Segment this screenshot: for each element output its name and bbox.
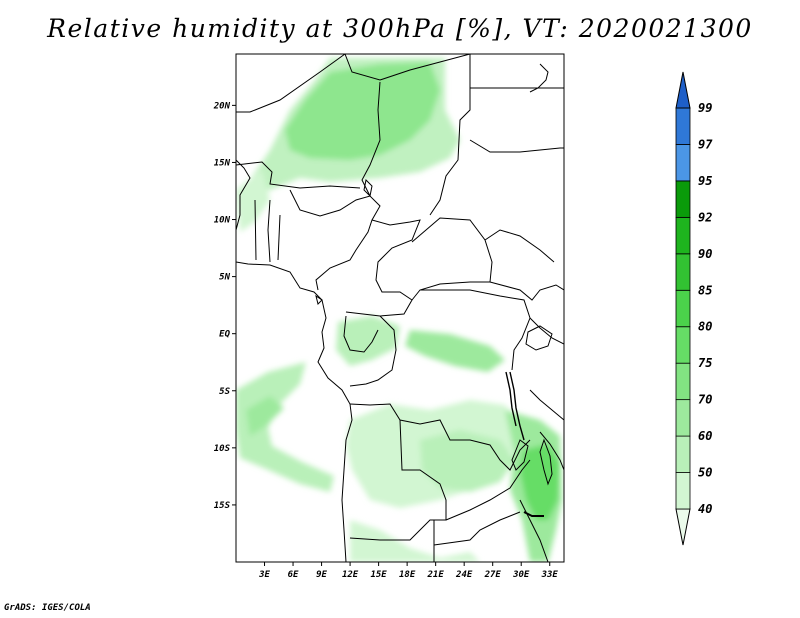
colorbar-label: 85 bbox=[698, 283, 712, 297]
border-sudan bbox=[469, 139, 564, 263]
border-angola-zambia bbox=[349, 419, 447, 541]
lon-tick-label: 33E bbox=[541, 570, 559, 580]
lat-tick-label: 5N bbox=[219, 273, 230, 283]
border-drc-north bbox=[420, 289, 531, 371]
colorbar-label: 99 bbox=[698, 101, 712, 115]
grads-credit: GrADS: IGES/COLA bbox=[4, 603, 91, 613]
colorbar-segment bbox=[675, 399, 691, 437]
border-niger-nigeria bbox=[289, 189, 381, 291]
humidity-region-zambia bbox=[420, 430, 515, 492]
colorbar-label: 92 bbox=[698, 210, 712, 224]
lon-tick-label: 3E bbox=[258, 570, 270, 580]
lat-tick-label: 10N bbox=[214, 216, 231, 226]
colorbar-segment bbox=[675, 253, 691, 291]
map-frame bbox=[235, 53, 565, 563]
lat-tick-label: 10S bbox=[214, 444, 231, 454]
colorbar: 40 50 60 70 75 80 85 90 92 95 97 99 bbox=[675, 71, 713, 546]
lat-tick-label: 20N bbox=[213, 101, 231, 111]
lon-tick-label: 24E bbox=[455, 570, 473, 580]
colorbar-segment bbox=[675, 216, 691, 255]
latitude-axis: 20N 15N 10N 5N EQ 5S 10S 15S bbox=[213, 101, 236, 511]
small-island bbox=[315, 294, 323, 305]
lat-tick-label: 5S bbox=[219, 387, 230, 397]
border-drc-angola bbox=[349, 403, 531, 471]
lon-tick-label: 27E bbox=[484, 570, 502, 580]
colorbar-label: 70 bbox=[698, 393, 712, 407]
lon-tick-label: 21E bbox=[427, 570, 445, 580]
border-mali-niger bbox=[236, 161, 361, 189]
colorbar-label: 60 bbox=[698, 429, 712, 443]
longitude-axis: 3E 6E 9E 12E 15E 18E 21E 24E 27E 30E 33E bbox=[258, 562, 558, 580]
humidity-region-congo-band bbox=[405, 330, 505, 372]
colorbar-label: 50 bbox=[698, 466, 712, 480]
border-south-sudan bbox=[489, 281, 564, 301]
humidity-region-atlantic bbox=[236, 362, 334, 492]
border-congo bbox=[349, 315, 397, 387]
colorbar-segment bbox=[675, 362, 691, 401]
plot-title: Relative humidity at 300hPa [%], VT: 202… bbox=[47, 14, 753, 43]
border-chad-libya bbox=[429, 54, 471, 216]
small-lake-east bbox=[511, 439, 529, 471]
colorbar-label: 95 bbox=[698, 174, 712, 188]
colorbar-segment bbox=[675, 71, 691, 109]
lake-kariba bbox=[523, 511, 544, 517]
border-zambia-zimbabwe bbox=[445, 459, 531, 521]
lon-tick-label: 6E bbox=[288, 570, 299, 580]
humidity-region-north-core bbox=[285, 62, 440, 160]
colorbar-segment bbox=[675, 435, 691, 473]
lake-victoria bbox=[525, 325, 553, 351]
humidity-region-south bbox=[350, 520, 480, 562]
lon-tick-label: 18E bbox=[399, 570, 416, 580]
colorbar-label: 75 bbox=[698, 356, 712, 370]
border-cameroon bbox=[345, 219, 421, 317]
humidity-region-west-coast bbox=[236, 170, 270, 232]
lon-tick-label: 12E bbox=[342, 570, 359, 580]
border-gabon bbox=[343, 315, 379, 353]
lake-malawi bbox=[539, 438, 553, 486]
colorbar-label: 40 bbox=[698, 502, 712, 516]
lon-tick-label: 9E bbox=[316, 570, 327, 580]
colorbar-label: 90 bbox=[698, 247, 712, 261]
border-namibia-botswana bbox=[433, 511, 521, 562]
border-niger-libya bbox=[344, 54, 471, 81]
country-borders bbox=[236, 54, 564, 562]
red-sea-coast bbox=[529, 63, 549, 93]
colorbar-segment bbox=[675, 472, 691, 510]
humidity-shading bbox=[236, 58, 562, 562]
lat-tick-label: EQ bbox=[219, 330, 230, 340]
lon-tick-label: 30E bbox=[512, 570, 530, 580]
border-ghana-togo bbox=[254, 199, 281, 263]
border-car bbox=[411, 217, 493, 301]
border-tanzania-kenya bbox=[529, 317, 564, 421]
humidity-region-gabon bbox=[336, 316, 400, 366]
colorbar-segment bbox=[675, 326, 691, 364]
lat-tick-label: 15N bbox=[214, 158, 231, 168]
border-mali-algeria bbox=[236, 54, 346, 113]
lon-tick-label: 15E bbox=[370, 570, 387, 580]
border-niger-chad bbox=[361, 81, 381, 197]
colorbar-segment bbox=[675, 508, 691, 546]
lake-chad bbox=[363, 178, 373, 198]
colorbar-segment bbox=[675, 107, 691, 145]
coastline-west-africa bbox=[236, 159, 353, 562]
colorbar-label: 97 bbox=[698, 137, 713, 151]
humidity-region-atlantic-core bbox=[246, 396, 284, 436]
colorbar-segment bbox=[675, 289, 691, 328]
lake-tanganyika bbox=[505, 371, 525, 441]
colorbar-segment bbox=[675, 180, 691, 218]
lat-tick-label: 15S bbox=[214, 501, 231, 511]
humidity-region-mozambique-core bbox=[520, 444, 560, 520]
colorbar-label: 80 bbox=[698, 320, 712, 334]
border-mozambique bbox=[519, 431, 564, 562]
colorbar-segment bbox=[675, 144, 691, 182]
